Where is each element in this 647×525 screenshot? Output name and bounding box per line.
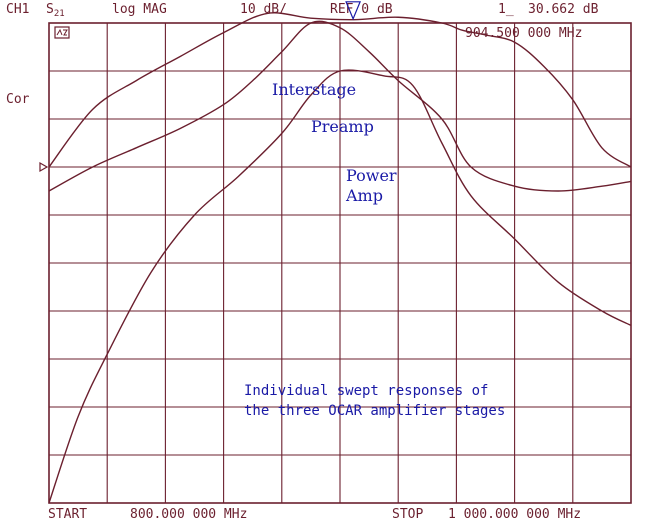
label-interstage: Interstage: [272, 80, 357, 99]
stop-frequency: 1 000.000 000 MHz: [448, 507, 582, 522]
label-amp: Amp: [346, 186, 383, 205]
trace-power-amp: [48, 69, 632, 504]
s-parameter-label: S21: [46, 2, 65, 19]
caption-line-1: Individual swept responses of: [244, 383, 489, 399]
hold-box-glyph: [56, 28, 68, 36]
caption-line-2: the three OCAR amplifier stages: [244, 403, 506, 419]
stop-label: STOP: [392, 507, 424, 522]
format-label: log MAG: [112, 2, 167, 17]
start-frequency: 800.000 000 MHz: [130, 507, 248, 522]
s-parameter-sub: 21: [53, 9, 65, 19]
start-label: START: [48, 507, 88, 522]
channel-label: CH1: [6, 2, 30, 17]
label-preamp: Preamp: [311, 117, 374, 136]
reference-level-arrow-icon: [39, 161, 49, 173]
correction-label: Cor: [6, 92, 30, 107]
marker-triangle-icon: [345, 1, 361, 21]
marker-readout: 30.662 dB: [528, 2, 599, 17]
trace-interstage: [48, 12, 632, 168]
trace-preamp: [48, 20, 632, 192]
marker-icon: 1̲: [498, 2, 514, 17]
s-parameter-main: S: [46, 2, 54, 17]
hold-box-icon: [54, 26, 70, 39]
label-power: Power: [346, 166, 397, 185]
marker-frequency: 904.500 000 MHz: [465, 26, 583, 41]
